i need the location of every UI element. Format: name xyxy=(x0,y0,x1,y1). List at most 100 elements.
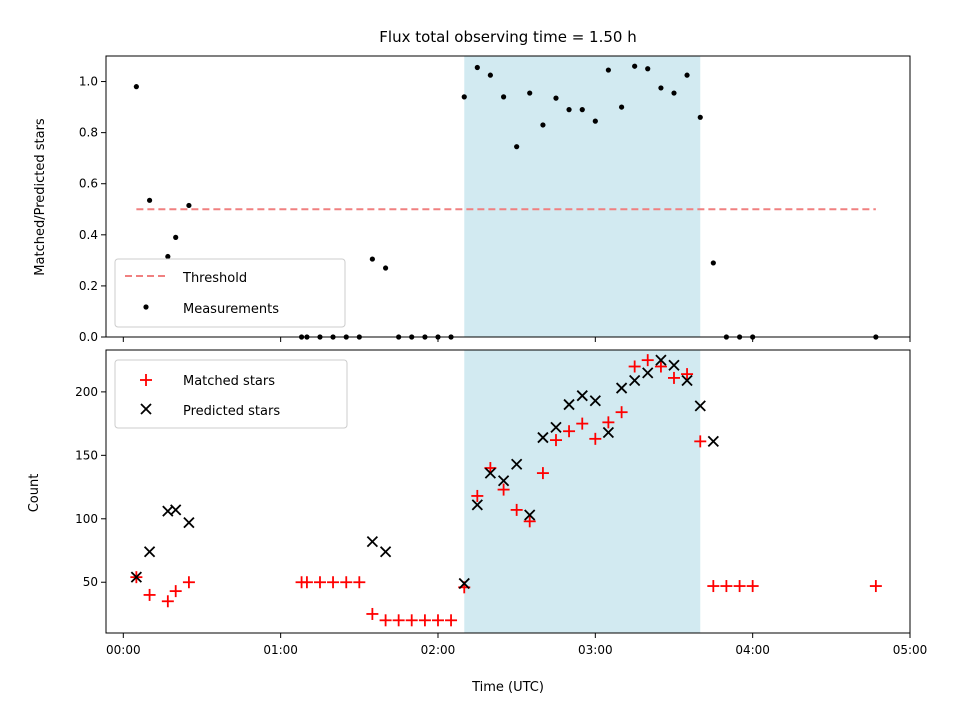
top-legend-measurement-label: Measurements xyxy=(183,302,279,317)
top-ytick-label: 0.8 xyxy=(79,126,98,140)
top-panel: 0.0 0.2 0.4 0.6 0.8 1.0 Matched/Predicted sta… xyxy=(33,55,911,344)
matched-point xyxy=(733,580,746,593)
measurement-point xyxy=(173,234,179,240)
bottom-axes-frame xyxy=(105,349,911,634)
predicted-point xyxy=(524,509,536,521)
matched-point xyxy=(366,607,379,620)
top-ylabel: Matched/Predicted stars xyxy=(33,118,48,276)
top-axes-frame xyxy=(105,55,911,338)
matched-point xyxy=(327,576,340,589)
matched-point xyxy=(615,406,628,419)
predicted-point xyxy=(655,354,667,366)
bottom-ylabel: Count xyxy=(27,474,42,513)
top-legend-threshold-label: Threshold xyxy=(182,271,247,286)
predicted-point xyxy=(550,421,562,434)
bottom-legend-matched-label: Matched stars xyxy=(183,374,275,389)
top-ytick-label: 0.0 xyxy=(79,330,98,344)
bottom-xtick-label: 01:00 xyxy=(263,643,298,657)
bottom-points xyxy=(130,354,882,627)
matched-point xyxy=(563,425,576,438)
measurement-point xyxy=(461,94,467,100)
measurement-point xyxy=(133,84,139,90)
predicted-point xyxy=(143,546,156,558)
predicted-point xyxy=(602,426,615,439)
matched-point xyxy=(313,576,326,589)
matched-point xyxy=(161,595,174,608)
matched-point xyxy=(392,614,405,627)
matched-point xyxy=(869,580,882,593)
predicted-point xyxy=(537,431,549,444)
top-ytick-label: 1.0 xyxy=(79,75,98,89)
matched-point xyxy=(536,467,549,480)
top-legend-box xyxy=(114,258,346,328)
matched-point xyxy=(681,368,694,381)
matched-point xyxy=(707,580,720,593)
predicted-point xyxy=(694,400,706,412)
predicted-point xyxy=(629,374,641,387)
measurement-point xyxy=(645,66,651,72)
matched-point xyxy=(628,360,641,373)
measurement-point xyxy=(671,90,677,96)
bottom-ytick-label: 200 xyxy=(75,385,98,399)
predicted-point xyxy=(366,535,379,548)
predicted-point xyxy=(471,499,483,511)
predicted-point xyxy=(170,504,182,516)
measurement-point xyxy=(710,260,716,266)
matched-point xyxy=(497,483,510,496)
matched-point xyxy=(576,417,589,430)
matched-point xyxy=(143,588,156,601)
measurement-point xyxy=(632,63,638,69)
bottom-legend: Matched stars Predicted stars xyxy=(114,359,348,429)
bottom-ytick-label: 150 xyxy=(75,448,98,462)
measurement-point xyxy=(487,72,493,78)
matched-point xyxy=(549,434,562,447)
predicted-point xyxy=(130,571,143,583)
matched-point xyxy=(340,576,353,589)
matched-point xyxy=(182,576,195,589)
bottom-xtick-label: 00:00 xyxy=(106,643,141,657)
matched-point xyxy=(300,576,313,589)
top-ticks: 0.0 0.2 0.4 0.6 0.8 1.0 xyxy=(79,75,911,344)
measurement-point xyxy=(566,107,572,113)
predicted-point xyxy=(563,398,575,411)
measurement-point xyxy=(592,118,598,124)
bottom-xtick-label: 03:00 xyxy=(578,643,613,657)
bottom-ytick-label: 100 xyxy=(75,512,98,526)
measurement-point xyxy=(684,72,690,78)
top-ytick-label: 0.4 xyxy=(79,228,98,242)
bottom-xtick-label: 05:00 xyxy=(893,643,928,657)
matched-point xyxy=(589,432,602,445)
predicted-point xyxy=(497,475,510,487)
measurement-point xyxy=(697,114,703,120)
matched-point xyxy=(405,614,418,627)
bottom-shaded-region xyxy=(464,350,701,633)
measurement-point xyxy=(540,122,546,128)
predicted-point xyxy=(576,390,588,402)
matched-point xyxy=(694,435,707,448)
predicted-point xyxy=(511,458,523,470)
measurement-point xyxy=(500,94,507,100)
predicted-point xyxy=(668,359,680,371)
predicted-point xyxy=(681,374,693,387)
predicted-point xyxy=(707,435,719,448)
bottom-legend-predicted-swatch xyxy=(140,403,152,415)
measurement-point xyxy=(658,85,664,91)
matched-point xyxy=(602,416,615,429)
measurement-point xyxy=(514,144,520,150)
chart-title: Flux total observing time = 1.50 h xyxy=(379,28,636,46)
predicted-point xyxy=(379,546,392,558)
matched-point xyxy=(667,371,680,384)
measurement-point xyxy=(146,197,153,203)
measurement-point xyxy=(474,64,480,71)
bottom-ytick-label: 50 xyxy=(83,575,98,589)
matched-point xyxy=(418,614,431,627)
matched-point xyxy=(746,580,759,593)
matched-point xyxy=(654,360,667,373)
matched-point xyxy=(510,503,523,516)
matched-point xyxy=(353,576,366,589)
predicted-point xyxy=(642,367,654,379)
bottom-legend-box xyxy=(114,359,348,429)
top-ytick-label: 0.2 xyxy=(79,279,98,293)
predicted-point xyxy=(615,382,628,394)
